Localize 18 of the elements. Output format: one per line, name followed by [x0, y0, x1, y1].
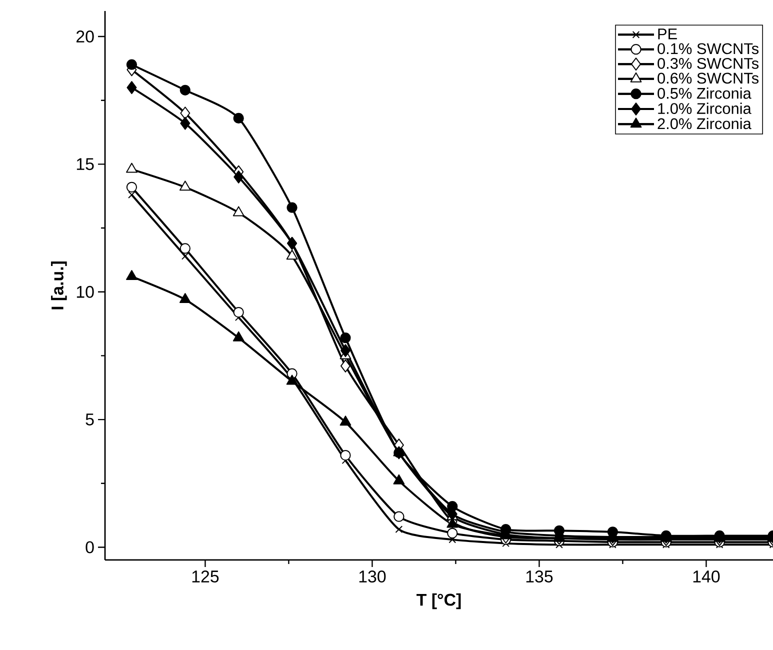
- y-tick-label: 20: [76, 30, 94, 43]
- x-tick-label: 125: [192, 570, 219, 583]
- y-tick-label: 10: [76, 286, 94, 298]
- legend-label: PE: [658, 28, 677, 40]
- legend-label: 0.5% Zirconia: [658, 87, 752, 99]
- y-tick-label: 15: [76, 158, 94, 170]
- legend-label: 2.0% Zirconia: [658, 118, 752, 130]
- x-tick-label: 140: [693, 570, 720, 583]
- x-tick-label: 130: [359, 570, 386, 583]
- x-tick-label: 135: [526, 570, 553, 583]
- y-tick-label: 5: [86, 414, 94, 426]
- y-tick-label: 0: [86, 541, 94, 554]
- x-axis-title: T [°C]: [416, 593, 461, 610]
- legend-label: 1.0% Zirconia: [658, 102, 752, 114]
- legend-label: 0.1% SWCNTs: [658, 43, 759, 54]
- y-axis-title: I [a.u.]: [51, 262, 67, 310]
- legend-label: 0.6% SWCNTs: [658, 72, 759, 84]
- legend-label: 0.3% SWCNTs: [658, 58, 759, 69]
